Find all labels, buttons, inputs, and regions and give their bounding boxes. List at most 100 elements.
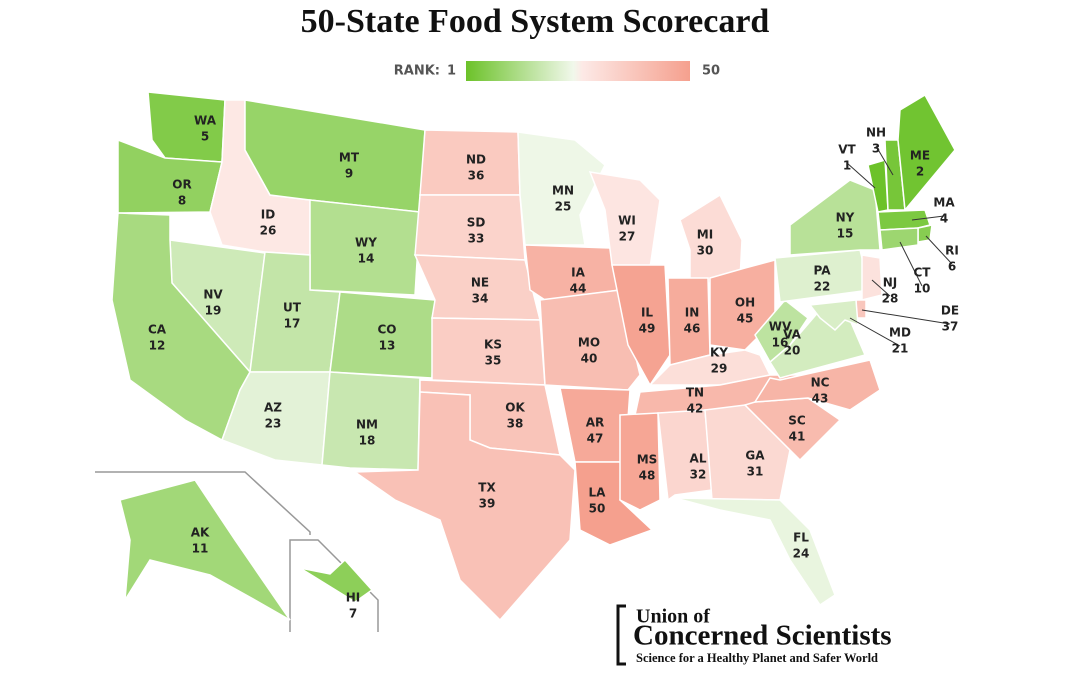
state-abbr: OK <box>505 401 525 415</box>
state-abbr: WY <box>355 236 377 250</box>
state-rank: 1 <box>843 159 851 173</box>
state-rank: 13 <box>379 339 396 353</box>
state-rank: 43 <box>812 392 829 406</box>
state-abbr: AK <box>191 526 210 540</box>
state-abbr: KS <box>484 338 502 352</box>
logo: Union of Concerned Scientists Science fo… <box>616 604 892 666</box>
state-abbr: WI <box>618 214 636 228</box>
state-abbr: NY <box>836 211 855 225</box>
state <box>897 93 956 212</box>
state-rank: 9 <box>345 167 353 181</box>
leader-line <box>861 309 951 325</box>
state-rank: 6 <box>948 260 956 274</box>
state-rank: 47 <box>587 432 604 446</box>
state-abbr: ID <box>261 208 275 222</box>
state <box>611 264 671 387</box>
state <box>352 391 576 622</box>
state-rank: 11 <box>192 542 209 556</box>
state-rank: 33 <box>468 232 485 246</box>
state-abbr: DE <box>941 304 959 318</box>
state-abbr: ND <box>466 153 486 167</box>
states <box>111 91 956 622</box>
state-rank: 49 <box>639 322 656 336</box>
state-abbr: NH <box>866 126 886 140</box>
state-rank: 46 <box>684 322 701 336</box>
state-rank: 5 <box>201 130 209 144</box>
state-rank: 36 <box>468 169 485 183</box>
state-abbr: CA <box>148 323 167 337</box>
state <box>619 412 661 511</box>
state-rank: 17 <box>284 317 301 331</box>
state-abbr: OR <box>172 178 191 192</box>
logo-tagline: Science for a Healthy Planet and Safer W… <box>636 651 878 665</box>
state-rank: 7 <box>349 607 357 621</box>
legend-min: 1 <box>447 64 456 79</box>
logo-line1: Union of <box>636 606 710 628</box>
state <box>321 371 421 471</box>
state-abbr: OH <box>735 296 755 310</box>
state-abbr: MO <box>578 336 600 350</box>
title: 50-State Food System Scorecard <box>301 3 770 40</box>
state <box>879 227 919 251</box>
state-rank: 39 <box>479 497 496 511</box>
state-rank: 2 <box>916 165 924 179</box>
state-rank: 48 <box>639 469 656 483</box>
state-abbr: TX <box>478 481 496 495</box>
state-rank: 28 <box>882 292 899 306</box>
state-abbr: NM <box>356 418 378 432</box>
state-abbr: NC <box>811 376 830 390</box>
state-abbr: ME <box>910 149 930 163</box>
state-abbr: AL <box>690 452 707 466</box>
state-rank: 37 <box>942 320 959 334</box>
state-abbr: AZ <box>264 401 282 415</box>
state-rank: 26 <box>260 224 277 238</box>
state-abbr: CT <box>914 266 932 280</box>
state <box>431 317 546 386</box>
state <box>119 479 291 621</box>
state-rank: 41 <box>789 430 806 444</box>
state-abbr: SC <box>788 414 806 428</box>
state-abbr: GA <box>745 449 765 463</box>
leader-line <box>911 215 945 221</box>
state-rank: 14 <box>358 252 375 266</box>
state-abbr: MS <box>637 453 658 467</box>
state-abbr: FL <box>793 531 809 545</box>
state-rank: 50 <box>589 502 606 516</box>
state-rank: 44 <box>570 282 587 296</box>
state-abbr: SD <box>467 216 486 230</box>
leader-line <box>849 317 901 347</box>
state-rank: 3 <box>872 142 880 156</box>
state <box>861 254 883 301</box>
legend-max: 50 <box>702 64 720 79</box>
state-abbr: MT <box>339 151 360 165</box>
state-rank: 31 <box>747 465 764 479</box>
state <box>753 359 881 411</box>
state-rank: 19 <box>205 304 222 318</box>
inset-border <box>95 471 311 535</box>
state-abbr: NJ <box>883 276 898 290</box>
logo-line2: Concerned Scientists <box>633 620 892 652</box>
state-abbr: PA <box>814 264 832 278</box>
leader-line <box>871 279 891 297</box>
state-abbr: VA <box>783 328 801 342</box>
state-abbr: MI <box>697 228 713 242</box>
state-abbr: NE <box>471 276 489 290</box>
state <box>917 224 933 243</box>
state-rank: 29 <box>711 362 728 376</box>
state-abbr: VT <box>838 143 856 157</box>
state-abbr: WV <box>769 320 792 334</box>
state <box>657 409 713 502</box>
state <box>299 558 374 603</box>
leader-line <box>925 235 953 265</box>
leader-line <box>899 241 923 287</box>
state-rank: 22 <box>814 280 831 294</box>
leader-line <box>846 162 876 189</box>
state <box>517 131 606 246</box>
legend-gradient <box>466 61 690 81</box>
state-rank: 30 <box>697 244 714 258</box>
state-rank: 20 <box>784 344 801 358</box>
state-abbr: AR <box>586 416 605 430</box>
state-rank: 18 <box>359 434 376 448</box>
inset-border <box>289 539 379 632</box>
